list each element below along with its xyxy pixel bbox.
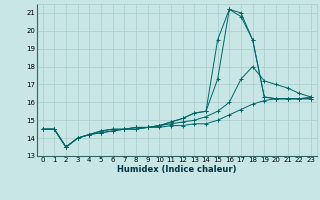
X-axis label: Humidex (Indice chaleur): Humidex (Indice chaleur) (117, 165, 236, 174)
